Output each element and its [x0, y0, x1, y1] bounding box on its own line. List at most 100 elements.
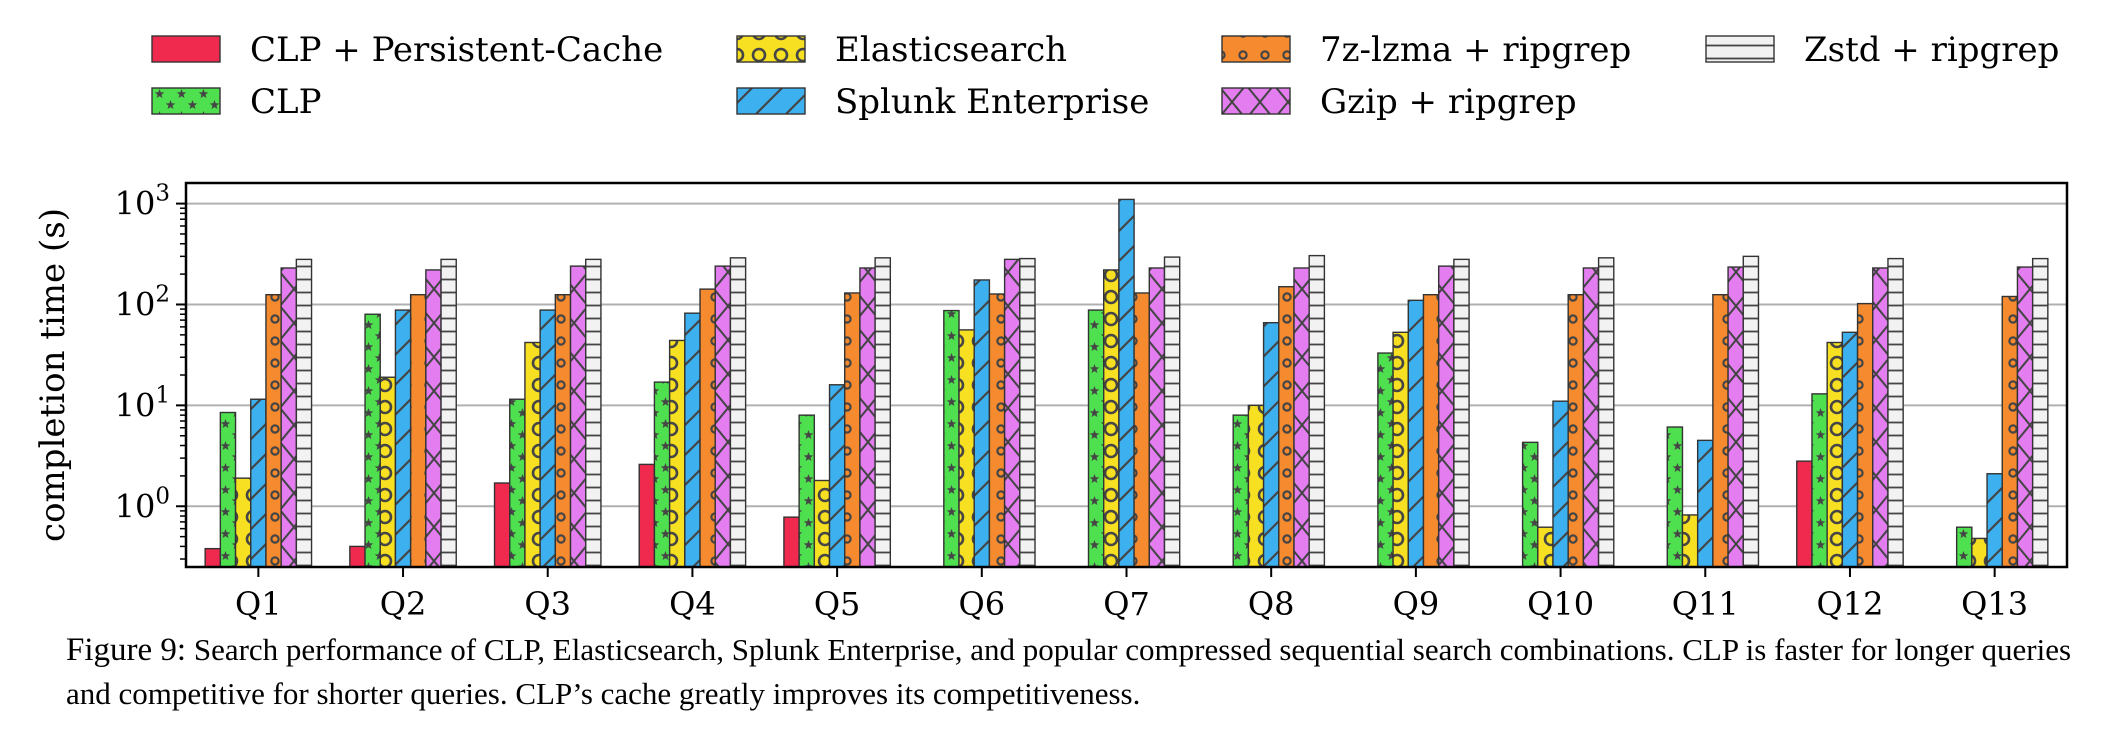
bar	[493, 482, 511, 568]
bar	[1826, 341, 1844, 568]
bar	[874, 257, 892, 568]
legend: CLP + Persistent-Cache CLP Elasticsearch Sp…	[151, 30, 2059, 122]
bar-chart-svg: CLP + Persistent-Cache CLP Elasticsearch Sp…	[33, 30, 2069, 623]
legend-swatch	[736, 87, 806, 115]
y-tick-label: 100	[115, 483, 170, 525]
legend-entry: Gzip + ripgrep	[1221, 82, 1577, 122]
bar	[699, 288, 716, 568]
bar	[1377, 352, 1394, 568]
legend-label: CLP + Persistent-Cache	[250, 30, 663, 70]
bar	[1597, 257, 1615, 568]
bar	[265, 294, 282, 568]
legend-swatch	[1221, 87, 1291, 115]
bar	[1133, 292, 1150, 568]
x-tick-label: Q8	[1248, 585, 1295, 620]
bar	[1118, 198, 1135, 568]
bar	[1955, 526, 1973, 568]
bar	[379, 376, 397, 568]
bar	[280, 267, 298, 568]
bar	[234, 477, 252, 568]
legend-label: Zstd + ripgrep	[1804, 30, 2059, 70]
bar	[1537, 526, 1554, 568]
bar	[2016, 266, 2034, 568]
bar	[1567, 294, 1585, 568]
bar	[1796, 460, 1813, 568]
legend-swatch	[151, 87, 221, 115]
caption-text: Search performance of CLP, Elasticsearch…	[66, 632, 2072, 711]
y-tick-label: 102	[115, 281, 170, 323]
bar	[859, 267, 876, 568]
bar	[585, 258, 602, 568]
legend-label: Gzip + ripgrep	[1320, 82, 1577, 122]
bar	[364, 313, 381, 568]
legend-label: Elasticsearch	[835, 30, 1067, 70]
bar	[958, 329, 975, 568]
x-tick-label: Q12	[1816, 585, 1883, 620]
bar	[509, 398, 526, 568]
bar	[1102, 269, 1120, 568]
bar	[1293, 267, 1310, 568]
legend-entry: Zstd + ripgrep	[1705, 30, 2059, 70]
bar	[409, 294, 427, 568]
bar	[1696, 439, 1714, 568]
bar	[783, 516, 800, 568]
bar	[1437, 265, 1455, 568]
bar	[1856, 302, 1874, 568]
x-tick-label: Q3	[524, 585, 571, 620]
y-axis-label: completion time (s)	[33, 208, 73, 542]
legend-label: 7z-lzma + ripgrep	[1320, 30, 1631, 70]
caption-label: Figure 9:	[66, 632, 187, 668]
bar	[1278, 286, 1295, 568]
bar	[653, 381, 671, 568]
legend-swatch	[1221, 35, 1291, 63]
bar	[440, 258, 457, 568]
bar	[1666, 426, 1684, 568]
bar	[1841, 331, 1859, 568]
legend-swatch	[736, 35, 806, 63]
bar	[1582, 267, 1600, 568]
bar	[1003, 258, 1021, 568]
bar	[1247, 404, 1265, 568]
bar	[1392, 331, 1409, 568]
x-tick-label: Q10	[1527, 585, 1594, 620]
bar	[1308, 254, 1326, 568]
figure-caption: Figure 9: Search performance of CLP, Ela…	[66, 628, 2086, 716]
bar	[1407, 299, 1425, 568]
legend-label: CLP	[250, 82, 321, 122]
y-axis: 100 101 102 103	[115, 181, 186, 560]
bar	[1811, 393, 1828, 568]
x-tick-label: Q9	[1393, 585, 1440, 620]
bar	[1887, 257, 1904, 568]
x-axis: Q1 Q2 Q3 Q4 Q5 Q6 Q7 Q8 Q9 Q10 Q11 Q12 Q13	[235, 567, 2028, 623]
bar	[943, 309, 960, 568]
bar	[2031, 257, 2049, 568]
bar	[1019, 257, 1036, 568]
bar	[1232, 414, 1250, 568]
bar	[295, 258, 313, 568]
bar	[539, 309, 557, 568]
x-tick-label: Q7	[1103, 585, 1150, 620]
bar	[394, 309, 412, 568]
legend-label: Splunk Enterprise	[835, 82, 1149, 122]
bar	[973, 279, 991, 568]
bar	[219, 411, 237, 568]
bar	[1727, 266, 1744, 568]
x-tick-label: Q13	[1961, 585, 2028, 620]
bar	[1986, 473, 2003, 568]
bar	[1521, 441, 1539, 568]
legend-entry: 7z-lzma + ripgrep	[1221, 30, 1631, 70]
bar	[524, 341, 541, 568]
bar	[1148, 267, 1166, 568]
legend-entry: CLP	[151, 82, 321, 122]
bar	[1712, 294, 1729, 568]
bar	[250, 398, 267, 568]
bar	[828, 384, 846, 568]
x-tick-label: Q1	[235, 585, 282, 620]
bar	[1681, 514, 1699, 568]
bar	[349, 545, 366, 568]
bar	[1453, 258, 1470, 568]
bar	[1872, 267, 1889, 568]
bar	[844, 292, 861, 568]
legend-swatch	[151, 35, 221, 63]
bars	[204, 198, 2049, 568]
